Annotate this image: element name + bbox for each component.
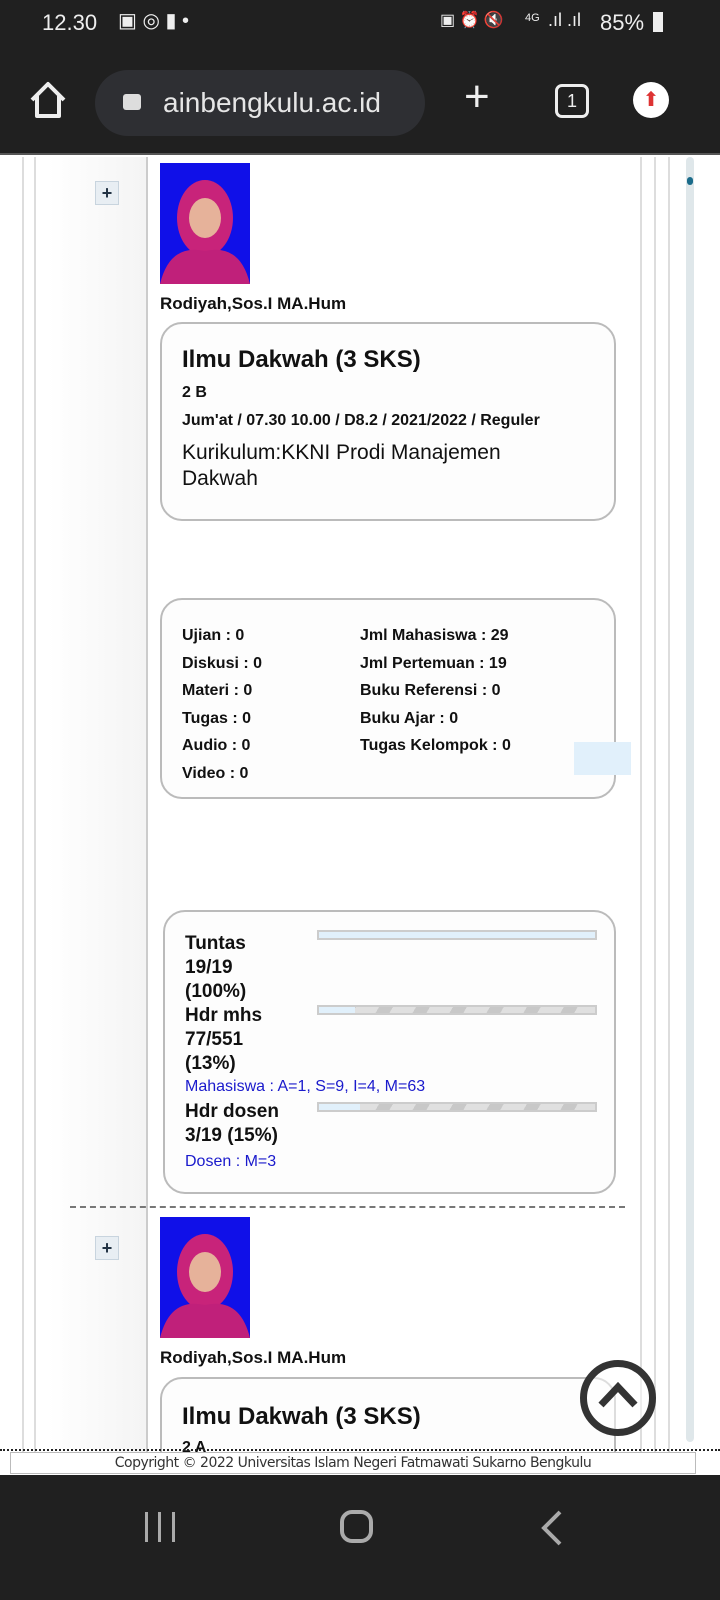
stats-card: Ujian : 0 Diskusi : 0 Materi : 0 Tugas :… <box>160 598 616 799</box>
url-text: ainbengkulu.ac.id <box>163 87 381 118</box>
expand-button[interactable]: + <box>95 1236 119 1260</box>
stat-buku-ajar: Buku Ajar : 0 <box>360 709 459 727</box>
hdr-mhs-percent: (13%) <box>185 1053 236 1074</box>
browser-toolbar: ainbengkulu.ac.id + 1 ⬆ <box>0 50 720 155</box>
stats-right: Jml Mahasiswa : 29 Jml Pertemuan : 19 Bu… <box>360 622 511 760</box>
progress-fill <box>319 1104 361 1110</box>
home-button[interactable] <box>340 1510 373 1543</box>
lecturer-name: Rodiyah,Sos.I MA.Hum <box>160 294 347 313</box>
stat-audio: Audio : 0 <box>182 737 251 754</box>
battery-level: 85% <box>600 10 645 35</box>
footer: Copyright © 2022 Universitas Islam Neger… <box>10 1452 696 1474</box>
scroll-to-top-button[interactable] <box>580 1360 656 1436</box>
stat-buku-referensi: Buku Referensi : 0 <box>360 682 501 699</box>
back-button[interactable] <box>540 1510 564 1546</box>
mahasiswa-detail: Mahasiswa : A=1, S=9, I=4, M=63 <box>185 1078 426 1095</box>
course-title[interactable]: Ilmu Dakwah (3 SKS) <box>182 346 421 373</box>
stat-ujian: Ujian : 0 <box>182 627 245 644</box>
home-icon[interactable] <box>28 80 68 120</box>
hdr-dosen-label: Hdr dosen <box>185 1101 279 1122</box>
page-content: + Rodiyah,Sos.I MA.Hum Ilmu Dakwah (3 SK… <box>0 157 720 1452</box>
hdr-dosen-value: 3/19 (15%) <box>185 1125 278 1146</box>
network-type: 4G <box>525 12 540 24</box>
battery-icon <box>653 12 663 32</box>
lecturer-photo <box>160 1217 250 1338</box>
update-icon[interactable]: ⬆ <box>633 82 669 118</box>
hdr-mhs-progress-bar <box>317 1005 597 1015</box>
tuntas-value: 19/19 <box>185 957 233 978</box>
progress-fill <box>319 932 595 938</box>
hdr-mhs-label: Hdr mhs <box>185 1005 263 1026</box>
lecturer-photo <box>160 163 250 284</box>
android-nav-bar <box>0 1475 720 1600</box>
notification-icons: ▣ ◎ ▮ • <box>118 10 190 32</box>
stat-tugas: Tugas : 0 <box>182 709 252 727</box>
expand-button[interactable]: + <box>95 181 119 205</box>
stat-diskusi: Diskusi : 0 <box>182 654 263 672</box>
progress-fill <box>319 1007 355 1013</box>
status-bar: 12.30 ▣ ◎ ▮ • ▣ ⏰ 🔇 4G .ıl .ıl 85% <box>0 0 720 50</box>
stat-materi: Materi : 0 <box>182 682 253 699</box>
stat-jml-pertemuan: Jml Pertemuan : 19 <box>360 654 507 672</box>
stats-left: Ujian : 0 Diskusi : 0 Materi : 0 Tugas :… <box>182 622 262 787</box>
class-name: 2 A <box>182 1439 207 1452</box>
curriculum: Kurikulum:KKNI Prodi Manajemen Dakwah <box>182 441 501 490</box>
hdr-dosen-progress-bar <box>317 1102 597 1112</box>
stat-video: Video : 0 <box>182 764 249 782</box>
tuntas-progress-bar <box>317 930 597 940</box>
tuntas-label: Tuntas <box>185 933 246 954</box>
footer-divider <box>0 1449 720 1451</box>
stat-jml-mahasiswa: Jml Mahasiswa : 29 <box>360 627 509 644</box>
progress-card: Tuntas 19/19 (100%) Hdr mhs 77/551 (13%)… <box>163 910 616 1194</box>
hdr-mhs-value: 77/551 <box>185 1029 244 1050</box>
new-tab-button[interactable]: + <box>464 72 490 121</box>
recent-apps-button[interactable] <box>145 1512 175 1542</box>
clock: 12.30 <box>42 10 98 35</box>
course-card: Ilmu Dakwah (3 SKS) 2 A <box>160 1377 616 1452</box>
entry-divider <box>70 1206 625 1208</box>
dosen-detail: Dosen : M=3 <box>185 1153 277 1170</box>
course-card: Ilmu Dakwah (3 SKS) 2 B Jum'at / 07.30 1… <box>160 322 616 521</box>
lock-icon <box>123 94 141 110</box>
system-icons: ▣ ⏰ 🔇 <box>440 12 504 29</box>
signal-icon: .ıl .ıl <box>548 10 582 30</box>
address-bar[interactable]: ainbengkulu.ac.id <box>95 70 425 136</box>
class-name: 2 B <box>182 384 207 401</box>
chevron-up-icon <box>598 1381 638 1408</box>
highlight-box <box>574 742 631 775</box>
scrollbar[interactable] <box>686 157 694 1442</box>
course-title[interactable]: Ilmu Dakwah (3 SKS) <box>182 1403 421 1430</box>
lecturer-name: Rodiyah,Sos.I MA.Hum <box>160 1348 347 1367</box>
stat-tugas-kelompok: Tugas Kelompok : 0 <box>360 737 511 754</box>
tuntas-percent: (100%) <box>185 981 247 1002</box>
schedule: Jum'at / 07.30 10.00 / D8.2 / 2021/2022 … <box>182 412 540 429</box>
tab-switcher-button[interactable]: 1 <box>555 84 589 118</box>
